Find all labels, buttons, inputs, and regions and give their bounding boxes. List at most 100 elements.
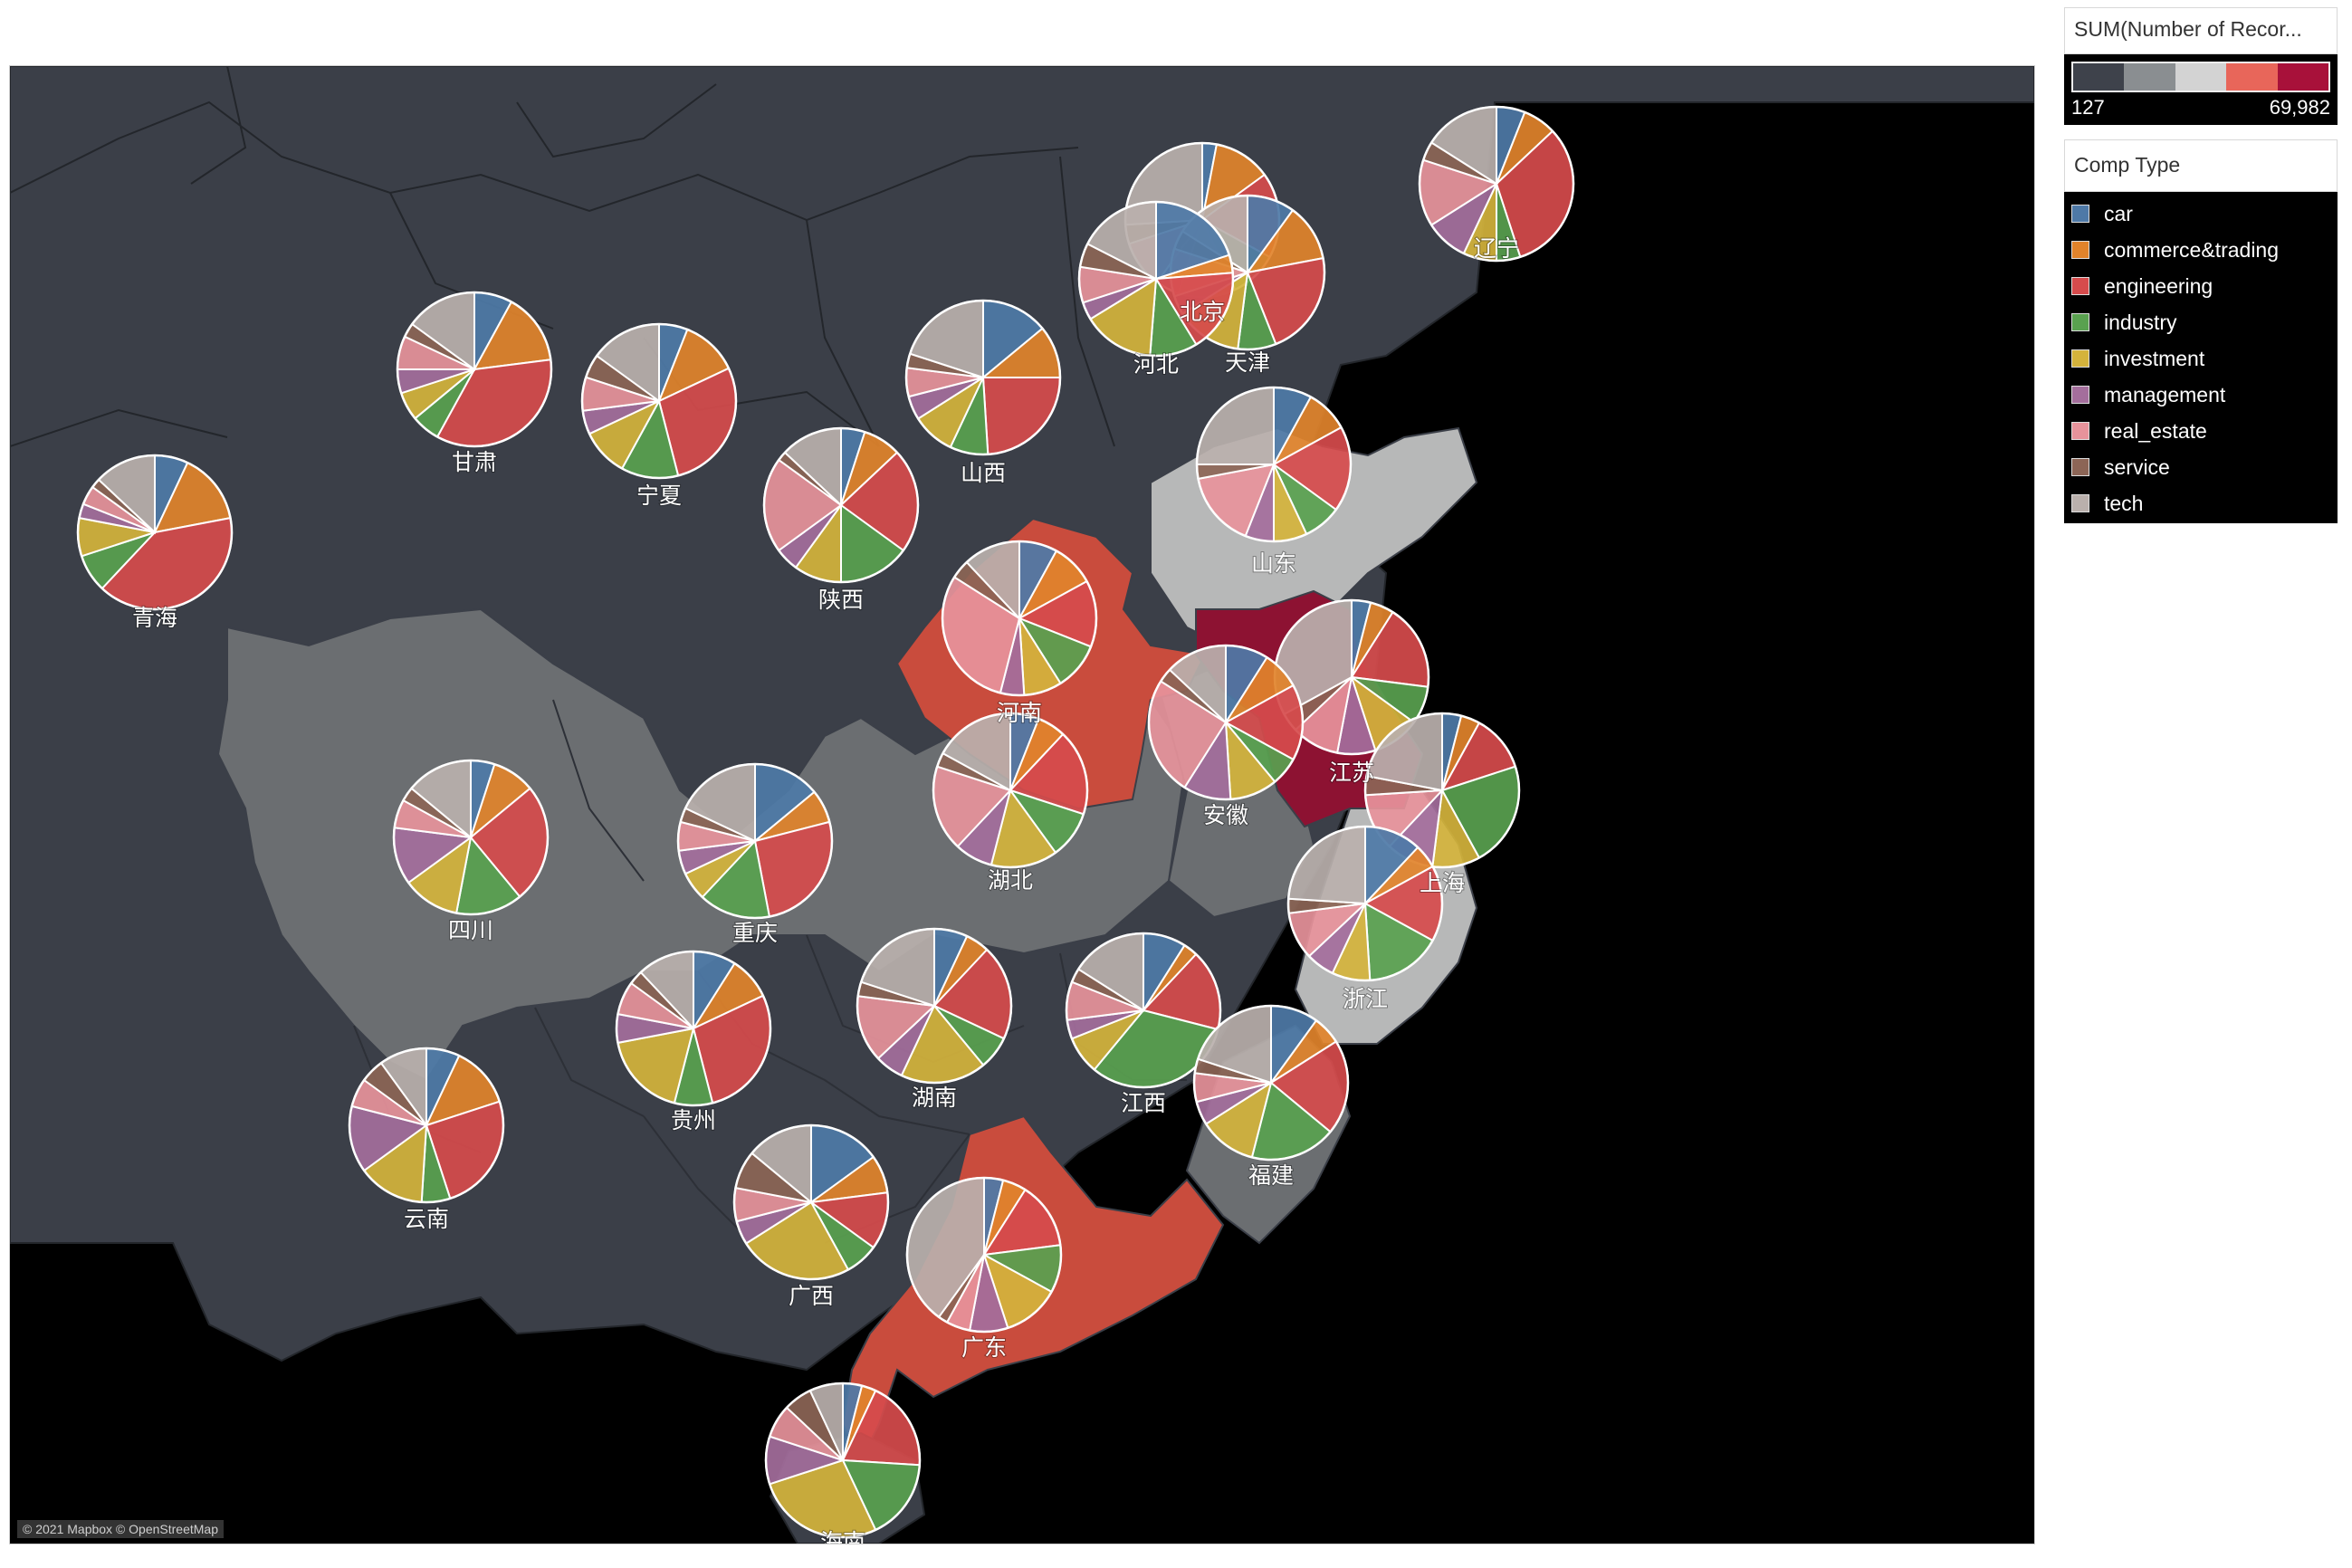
pie-outline bbox=[580, 322, 738, 480]
color-ramp bbox=[2071, 62, 2330, 92]
province-label: 宁夏 bbox=[636, 483, 682, 509]
province-label: 天津 bbox=[1225, 349, 1270, 376]
province-pie[interactable] bbox=[904, 299, 1062, 456]
legend-item-industry[interactable]: industry bbox=[2064, 304, 2338, 340]
province-label: 陕西 bbox=[818, 587, 864, 613]
legend-item-commerce-trading[interactable]: commerce&trading bbox=[2064, 232, 2338, 268]
pie-layer bbox=[76, 105, 1575, 1539]
legend-swatch bbox=[2071, 386, 2089, 404]
pie-outline bbox=[676, 762, 834, 920]
province-label: 贵州 bbox=[671, 1107, 716, 1133]
map-view[interactable]: 辽宁 北京 天津 河北 甘肃 宁夏 山西 陕西 青海 山东 河南 江苏 安徽 湖北 上海 四川 重庆 浙江 贵州 湖南… bbox=[9, 65, 2035, 1544]
pie-outline bbox=[1418, 105, 1575, 263]
legend-label: engineering bbox=[2104, 273, 2213, 298]
legend-label: investment bbox=[2104, 346, 2205, 370]
category-legend: Comp Type car commerce&trading engineeri… bbox=[2064, 139, 2338, 523]
province-label: 广东 bbox=[961, 1334, 1007, 1361]
province-pie[interactable] bbox=[1077, 200, 1235, 358]
province-pie[interactable] bbox=[1065, 932, 1222, 1089]
pie-outline bbox=[1147, 644, 1305, 801]
province-pie[interactable] bbox=[732, 1123, 890, 1281]
pie-outline bbox=[732, 1123, 890, 1281]
pie-outline bbox=[762, 426, 920, 584]
province-label: 河北 bbox=[1133, 351, 1179, 378]
pie-outline bbox=[1077, 200, 1235, 358]
legend-label: management bbox=[2104, 382, 2226, 406]
province-pie[interactable] bbox=[580, 322, 738, 480]
province-pie[interactable] bbox=[856, 927, 1013, 1085]
province-label: 青海 bbox=[132, 605, 177, 631]
province-label: 河南 bbox=[997, 700, 1042, 726]
province-label: 湖南 bbox=[912, 1085, 957, 1111]
legend-item-investment[interactable]: investment bbox=[2064, 340, 2338, 377]
pie-outline bbox=[941, 540, 1098, 697]
category-legend-items: car commerce&trading engineering industr… bbox=[2064, 196, 2338, 521]
ramp-max-label: 69,982 bbox=[2269, 96, 2330, 119]
legend-swatch bbox=[2071, 349, 2089, 368]
province-pie[interactable] bbox=[1286, 825, 1444, 982]
legend-label: car bbox=[2104, 201, 2133, 225]
province-pie[interactable] bbox=[392, 759, 550, 916]
pie-outline bbox=[615, 950, 772, 1107]
province-pie[interactable] bbox=[932, 712, 1089, 869]
province-label: 重庆 bbox=[732, 920, 778, 946]
pie-outline bbox=[396, 291, 553, 448]
legend-label: industry bbox=[2104, 310, 2177, 334]
legend-label: service bbox=[2104, 454, 2170, 479]
province-pie[interactable] bbox=[615, 950, 772, 1107]
pie-outline bbox=[1286, 825, 1444, 982]
province-label: 云南 bbox=[404, 1206, 449, 1232]
color-legend-title[interactable]: SUM(Number of Recor... bbox=[2064, 7, 2338, 54]
ramp-step bbox=[2226, 63, 2278, 91]
legend-swatch bbox=[2071, 313, 2089, 331]
province-label: 江苏 bbox=[1329, 760, 1374, 786]
pie-outline bbox=[1363, 712, 1521, 869]
legend-label: commerce&trading bbox=[2104, 237, 2280, 262]
pie-outline bbox=[1065, 932, 1222, 1089]
ramp-step bbox=[2073, 63, 2125, 91]
pie-outline bbox=[76, 454, 234, 611]
province-pie[interactable] bbox=[676, 762, 834, 920]
province-pie[interactable] bbox=[396, 291, 553, 448]
province-pie[interactable] bbox=[1195, 386, 1353, 543]
pie-outline bbox=[1192, 1004, 1350, 1162]
province-label: 甘肃 bbox=[452, 449, 497, 475]
category-legend-title[interactable]: Comp Type bbox=[2064, 139, 2338, 192]
legend-item-real-estate[interactable]: real_estate bbox=[2064, 413, 2338, 449]
province-label: 北京 bbox=[1180, 299, 1225, 325]
legend-item-management[interactable]: management bbox=[2064, 377, 2338, 413]
province-pie[interactable] bbox=[348, 1047, 505, 1204]
pie-outline bbox=[905, 1176, 1063, 1334]
province-label: 山东 bbox=[1251, 550, 1296, 577]
ramp-min-label: 127 bbox=[2071, 96, 2105, 119]
map-attribution[interactable]: © 2021 Mapbox © OpenStreetMap bbox=[17, 1520, 224, 1538]
pie-outline bbox=[348, 1047, 505, 1204]
legend-swatch bbox=[2071, 494, 2089, 512]
legend-item-service[interactable]: service bbox=[2064, 449, 2338, 485]
province-label: 四川 bbox=[448, 917, 493, 943]
ramp-step bbox=[2277, 63, 2329, 91]
legend-swatch bbox=[2071, 458, 2089, 476]
province-pie[interactable] bbox=[1192, 1004, 1350, 1162]
province-label: 上海 bbox=[1420, 870, 1465, 896]
legend-item-engineering[interactable]: engineering bbox=[2064, 268, 2338, 304]
province-pie[interactable] bbox=[1147, 644, 1305, 801]
province-pie[interactable] bbox=[764, 1382, 922, 1539]
province-pie[interactable] bbox=[76, 454, 234, 611]
pie-outline bbox=[392, 759, 550, 916]
province-label: 山西 bbox=[961, 460, 1006, 486]
province-label: 辽宁 bbox=[1474, 235, 1519, 262]
province-label: 湖北 bbox=[988, 867, 1033, 894]
pie-outline bbox=[904, 299, 1062, 456]
province-pie[interactable] bbox=[762, 426, 920, 584]
province-pie[interactable] bbox=[941, 540, 1098, 697]
legend-item-tech[interactable]: tech bbox=[2064, 485, 2338, 521]
province-label: 广西 bbox=[789, 1283, 834, 1309]
legend-item-car[interactable]: car bbox=[2064, 196, 2338, 232]
province-pie[interactable] bbox=[905, 1176, 1063, 1334]
ramp-step bbox=[2175, 63, 2227, 91]
province-pie[interactable] bbox=[1418, 105, 1575, 263]
province-label: 福建 bbox=[1248, 1162, 1294, 1189]
